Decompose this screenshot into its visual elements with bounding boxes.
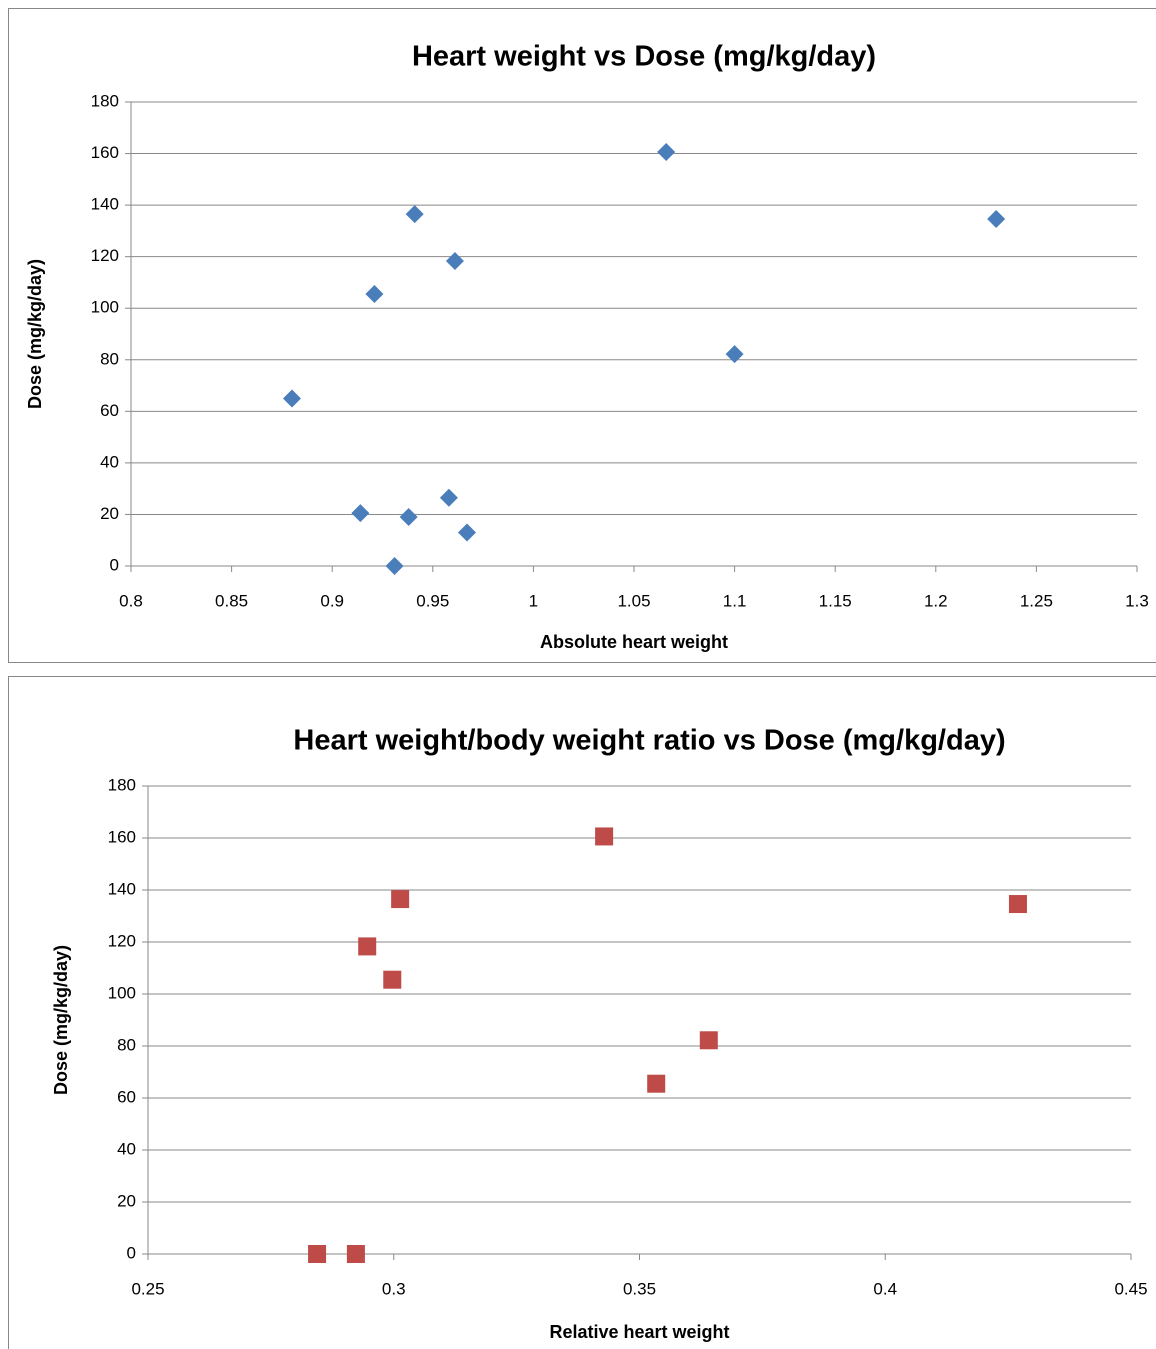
point	[346, 1245, 365, 1263]
x-tick-label: 0.8	[119, 591, 143, 610]
x-tick-label: 1.05	[617, 591, 650, 610]
y-tick-label: 20	[100, 504, 119, 523]
y-tick-label: 60	[117, 1087, 136, 1106]
y-tick-label: 120	[108, 931, 136, 950]
point	[647, 1074, 666, 1093]
point	[282, 389, 301, 408]
point	[383, 970, 402, 989]
x-tick-label: 0.85	[215, 591, 248, 610]
x-tick-label: 0.3	[382, 1279, 406, 1298]
point	[391, 890, 410, 909]
point	[365, 285, 384, 304]
chart-border	[8, 8, 1156, 663]
x-tick-label: 1.3	[1125, 591, 1149, 610]
y-tick-label: 20	[117, 1191, 136, 1210]
y-tick-label: 160	[91, 143, 119, 162]
point	[399, 508, 418, 527]
y-tick-label: 180	[108, 775, 136, 794]
y-tick-label: 120	[91, 246, 119, 265]
point	[385, 557, 404, 575]
x-axis-title: Relative heart weight	[549, 1322, 729, 1342]
point	[439, 488, 458, 507]
point	[595, 827, 614, 846]
point	[699, 1031, 718, 1050]
y-tick-label: 140	[91, 195, 119, 214]
point	[445, 252, 464, 271]
point	[458, 523, 477, 542]
point	[308, 1245, 327, 1263]
x-tick-label: 0.45	[1114, 1279, 1147, 1298]
y-tick-label: 140	[108, 879, 136, 898]
x-tick-label: 0.35	[623, 1279, 656, 1298]
y-tick-label: 40	[100, 452, 119, 471]
y-tick-label: 60	[100, 401, 119, 420]
x-tick-label: 1.1	[723, 591, 747, 610]
chart-border	[8, 676, 1156, 1349]
point	[657, 143, 676, 162]
x-tick-label: 1.15	[819, 591, 852, 610]
y-tick-label: 180	[91, 91, 119, 110]
y-tick-label: 80	[117, 1035, 136, 1054]
point	[725, 345, 744, 364]
y-tick-label: 100	[91, 298, 119, 317]
point	[987, 210, 1006, 229]
x-tick-label: 0.9	[320, 591, 344, 610]
point	[405, 205, 424, 224]
x-tick-label: 1	[529, 591, 538, 610]
y-tick-label: 0	[110, 555, 119, 574]
chart-title: Heart weight vs Dose (mg/kg/day)	[412, 41, 876, 73]
y-tick-label: 80	[100, 349, 119, 368]
y-tick-label: 100	[108, 983, 136, 1002]
point	[1008, 895, 1027, 914]
x-tick-label: 1.2	[924, 591, 948, 610]
x-tick-label: 0.4	[873, 1279, 897, 1298]
y-tick-label: 40	[117, 1139, 136, 1158]
chart-title: Heart weight/body weight ratio vs Dose (…	[293, 725, 1005, 757]
point	[351, 504, 370, 523]
x-tick-label: 0.95	[416, 591, 449, 610]
x-axis-title: Absolute heart weight	[540, 632, 728, 652]
y-tick-label: 0	[127, 1243, 136, 1262]
y-axis-title: Dose (mg/kg/day)	[25, 259, 45, 409]
y-axis-title: Dose (mg/kg/day)	[51, 945, 71, 1095]
x-tick-label: 1.25	[1020, 591, 1053, 610]
point	[358, 937, 377, 956]
x-tick-label: 0.25	[131, 1279, 164, 1298]
y-tick-label: 160	[108, 827, 136, 846]
